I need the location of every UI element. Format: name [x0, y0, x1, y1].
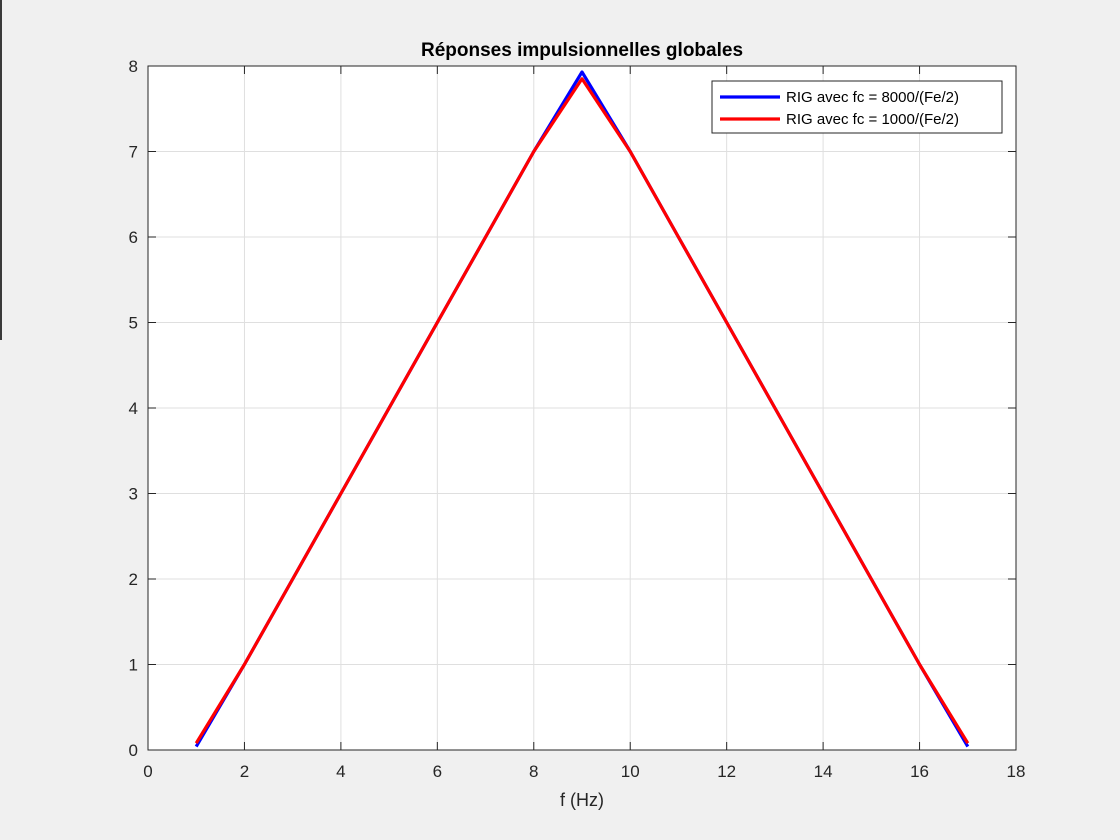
- legend: RIG avec fc = 8000/(Fe/2) RIG avec fc = 1…: [711, 80, 1003, 134]
- y-tick-label: 5: [129, 314, 138, 333]
- legend-label-2: RIG avec fc = 1000/(Fe/2): [786, 111, 959, 128]
- chart-title: Réponses impulsionnelles globales: [421, 40, 743, 61]
- legend-box: [711, 80, 1003, 134]
- y-tick-label: 8: [129, 57, 138, 76]
- y-tick-label: 1: [129, 656, 138, 675]
- y-tick-label: 3: [129, 485, 138, 504]
- y-tick-label: 7: [129, 143, 138, 162]
- y-tick-label: 0: [129, 741, 138, 760]
- x-tick-label: 16: [910, 762, 929, 781]
- series-line-2: [194, 77, 970, 745]
- x-tick-label: 12: [717, 762, 736, 781]
- series-lines: [194, 70, 970, 748]
- x-tick-label: 14: [814, 762, 833, 781]
- y-tick-label: 6: [129, 228, 138, 247]
- x-tick-label: 2: [240, 762, 249, 781]
- x-axis-label: f (Hz): [560, 790, 604, 810]
- x-tick-label: 0: [143, 762, 152, 781]
- y-tick-label: 2: [129, 570, 138, 589]
- y-tick-label: 4: [129, 399, 138, 418]
- legend-label-1: RIG avec fc = 8000/(Fe/2): [786, 89, 959, 106]
- x-tick-label: 4: [336, 762, 345, 781]
- x-tick-label: 8: [529, 762, 538, 781]
- ticks: [147, 65, 1017, 751]
- x-tick-label: 18: [1007, 762, 1026, 781]
- x-tick-label: 10: [621, 762, 640, 781]
- window-edge: [0, 0, 2, 340]
- x-tick-label: 6: [433, 762, 442, 781]
